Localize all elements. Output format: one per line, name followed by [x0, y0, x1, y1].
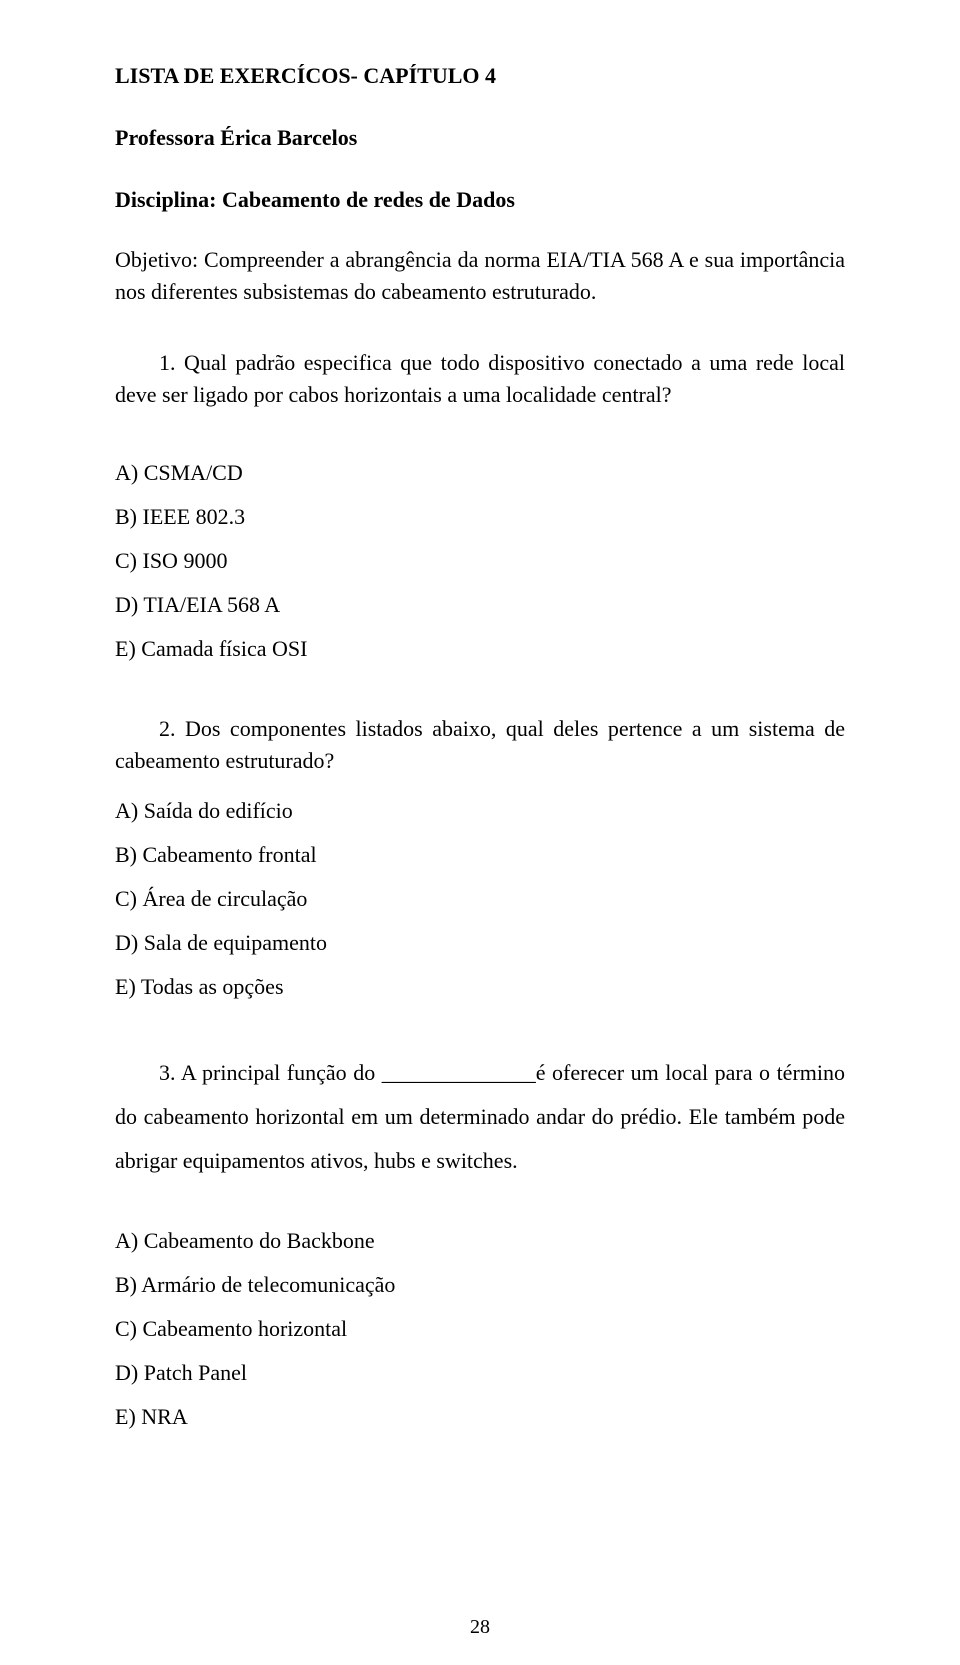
q1-text: 1. Qual padrão especifica que todo dispo…: [115, 347, 845, 411]
q2-options: A) Saída do edifício B) Cabeamento front…: [115, 789, 845, 1009]
spacer: [115, 154, 845, 184]
q1-option-d: D) TIA/EIA 568 A: [115, 583, 845, 627]
q2-option-e: E) Todas as opções: [115, 965, 845, 1009]
q2-text: 2. Dos componentes listados abaixo, qual…: [115, 713, 845, 777]
q2-option-b: B) Cabeamento frontal: [115, 833, 845, 877]
q2-option-d: D) Sala de equipamento: [115, 921, 845, 965]
q1-option-c: C) ISO 9000: [115, 539, 845, 583]
q1-options: A) CSMA/CD B) IEEE 802.3 C) ISO 9000 D) …: [115, 451, 845, 671]
q3-options: A) Cabeamento do Backbone B) Armário de …: [115, 1219, 845, 1439]
doc-title: LISTA DE EXERCÍCOS- CAPÍTULO 4: [115, 60, 845, 92]
q2-option-c: C) Área de circulação: [115, 877, 845, 921]
professor-line: Professora Érica Barcelos: [115, 122, 845, 154]
question-2: 2. Dos componentes listados abaixo, qual…: [115, 713, 845, 1009]
page-number: 28: [0, 1616, 960, 1639]
objective-text: Objetivo: Compreender a abrangência da n…: [115, 244, 845, 308]
page: LISTA DE EXERCÍCOS- CAPÍTULO 4 Professor…: [0, 0, 960, 1665]
q2-option-a: A) Saída do edifício: [115, 789, 845, 833]
q3-option-c: C) Cabeamento horizontal: [115, 1307, 845, 1351]
q3-option-d: D) Patch Panel: [115, 1351, 845, 1395]
q3-option-b: B) Armário de telecomunicação: [115, 1263, 845, 1307]
discipline-line: Disciplina: Cabeamento de redes de Dados: [115, 184, 845, 216]
question-3: 3. A principal função do ______________é…: [115, 1051, 845, 1439]
q3-text: 3. A principal função do ______________é…: [115, 1051, 845, 1183]
q1-option-e: E) Camada física OSI: [115, 627, 845, 671]
q3-option-a: A) Cabeamento do Backbone: [115, 1219, 845, 1263]
header-block: LISTA DE EXERCÍCOS- CAPÍTULO 4 Professor…: [115, 60, 845, 216]
q3-option-e: E) NRA: [115, 1395, 845, 1439]
q1-option-a: A) CSMA/CD: [115, 451, 845, 495]
q1-option-b: B) IEEE 802.3: [115, 495, 845, 539]
question-1: 1. Qual padrão especifica que todo dispo…: [115, 347, 845, 671]
spacer: [115, 92, 845, 122]
